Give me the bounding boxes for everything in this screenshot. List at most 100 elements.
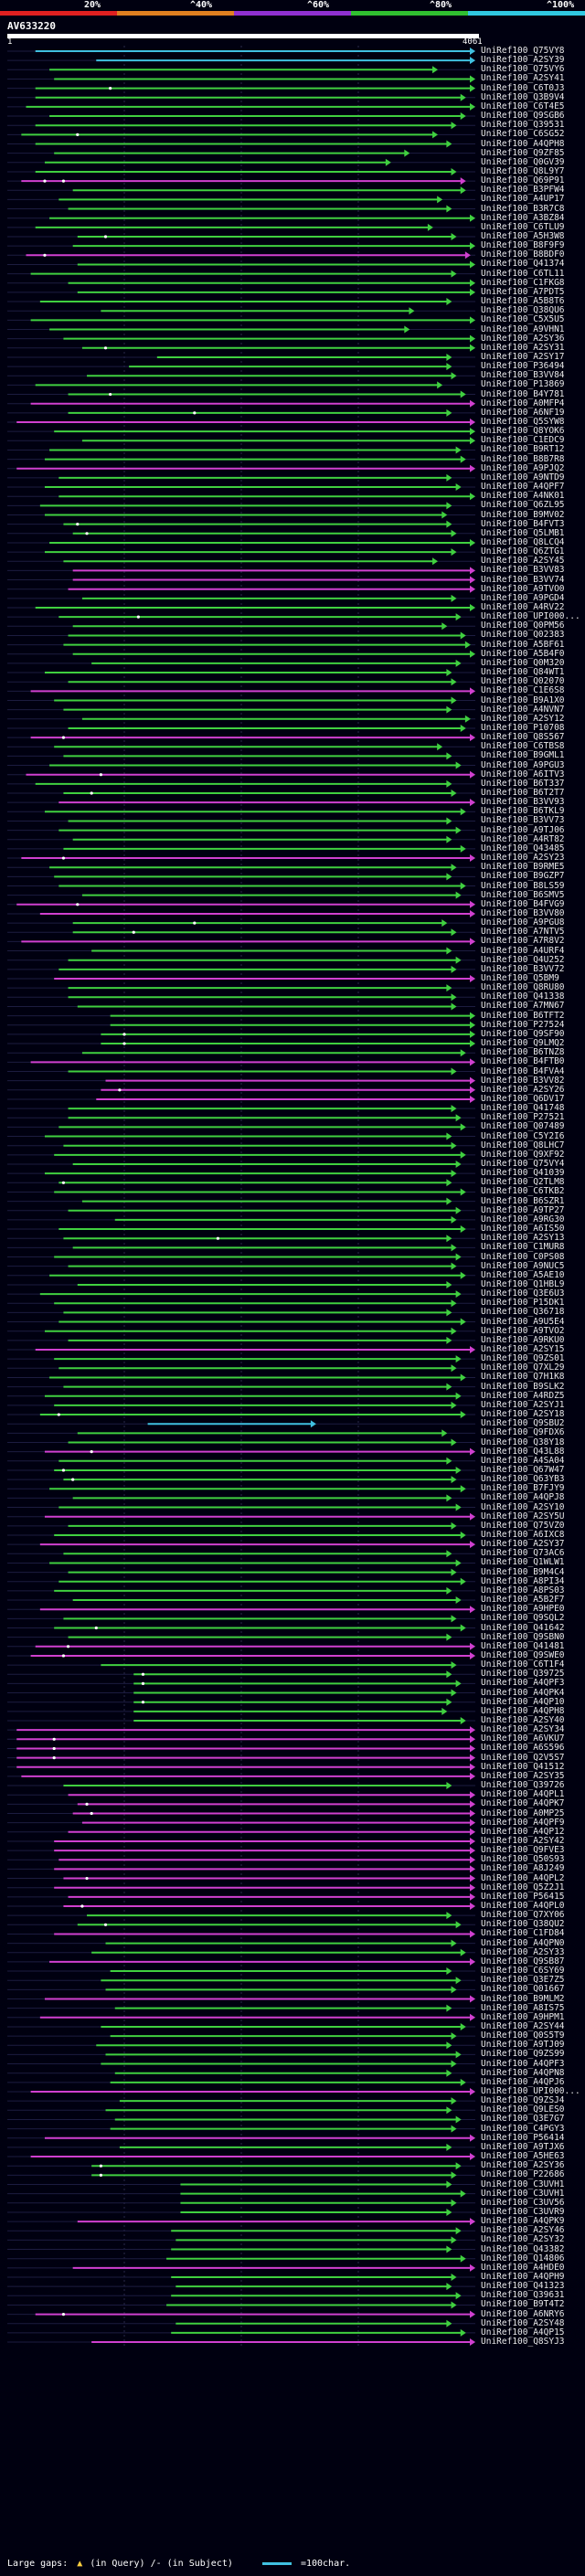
hit-label[interactable]: UniRef100_Q73AC6	[481, 1548, 565, 1559]
hit-label[interactable]: UniRef100_B9M4C4	[481, 1566, 565, 1577]
hit-label[interactable]: UniRef100_A4SA04	[481, 1455, 565, 1466]
hit-label[interactable]: UniRef100_Q41338	[481, 991, 565, 1002]
hit-label[interactable]: UniRef100_C0PS08	[481, 1251, 565, 1262]
hit-label[interactable]: UniRef100_B3VV74	[481, 574, 565, 585]
hit-label[interactable]: UniRef100_B3VV72	[481, 963, 565, 974]
hit-label[interactable]: UniRef100_Q5LMB1	[481, 527, 565, 538]
hit-label[interactable]: UniRef100_C6TBS8	[481, 741, 565, 752]
hit-label[interactable]: UniRef100_A6NRY6	[481, 2308, 565, 2319]
hit-label[interactable]: UniRef100_A2SY13	[481, 1233, 565, 1244]
hit-label[interactable]: UniRef100_Q9ZF85	[481, 147, 565, 158]
hit-label[interactable]: UniRef100_C4PGY3	[481, 2123, 565, 2134]
hit-label[interactable]: UniRef100_Q75VY6	[481, 64, 565, 75]
hit-label[interactable]: UniRef100_Q9FDX6	[481, 1427, 565, 1438]
hit-label[interactable]: UniRef100_Q9ZS01	[481, 1353, 565, 1364]
hit-label[interactable]: UniRef100_A9RG30	[481, 1214, 565, 1224]
hit-label[interactable]: UniRef100_A2SY26	[481, 1084, 565, 1095]
hit-label[interactable]: UniRef100_A4RV22	[481, 602, 565, 612]
hit-label[interactable]: UniRef100_Q38QU6	[481, 305, 565, 316]
hit-label[interactable]: UniRef100_B9GZP7	[481, 871, 565, 882]
hit-label[interactable]: UniRef100_A5B4F0	[481, 648, 565, 659]
hit-label[interactable]: UniRef100_Q3E7G7	[481, 2114, 565, 2125]
hit-label[interactable]: UniRef100_A2SY36	[481, 2160, 565, 2171]
hit-label[interactable]: UniRef100_B9T4T2	[481, 2299, 565, 2310]
hit-label[interactable]: UniRef100_B6T2T7	[481, 788, 565, 798]
hit-label[interactable]: UniRef100_Q39725	[481, 1669, 565, 1680]
hit-label[interactable]: UniRef100_Q8SYJ3	[481, 2337, 565, 2348]
hit-label[interactable]: UniRef100_B3VV93	[481, 797, 565, 808]
hit-label[interactable]: UniRef100_B6TFT2	[481, 1010, 565, 1021]
hit-label[interactable]: UniRef100_Q38Y18	[481, 1436, 565, 1447]
hit-label[interactable]: UniRef100_C6T1F4	[481, 1659, 565, 1670]
hit-label[interactable]: UniRef100_Q6DV17	[481, 1093, 565, 1104]
hit-label[interactable]: UniRef100_Q9FVE3	[481, 1845, 565, 1856]
hit-label[interactable]: UniRef100_Q8RU80	[481, 982, 565, 993]
hit-label[interactable]: UniRef100_P22686	[481, 2169, 565, 2180]
hit-label[interactable]: UniRef100_A6IXC8	[481, 1530, 565, 1540]
hit-label[interactable]: UniRef100_Q43382	[481, 2243, 565, 2254]
hit-label[interactable]: UniRef100_Q41512	[481, 1761, 565, 1772]
hit-label[interactable]: UniRef100_C6T0J3	[481, 82, 565, 93]
hit-label[interactable]: UniRef100_Q84WT1	[481, 667, 565, 678]
hit-label[interactable]: UniRef100_Q4U252	[481, 954, 565, 965]
hit-label[interactable]: UniRef100_A9RKU0	[481, 1334, 565, 1345]
hit-label[interactable]: UniRef100_A2SY17	[481, 351, 565, 362]
hit-label[interactable]: UniRef100_B8F9F9	[481, 240, 565, 251]
hit-label[interactable]: UniRef100_A4QP10	[481, 1696, 565, 1707]
hit-label[interactable]: UniRef100_Q43L88	[481, 1446, 565, 1457]
hit-label[interactable]: UniRef100_Q41481	[481, 1640, 565, 1651]
hit-label[interactable]: UniRef100_B6TKL9	[481, 806, 565, 817]
hit-label[interactable]: UniRef100_A9TJX6	[481, 2141, 565, 2152]
hit-label[interactable]: UniRef100_Q6ZL95	[481, 500, 565, 511]
hit-label[interactable]: UniRef100_Q41374	[481, 259, 565, 270]
hit-label[interactable]: UniRef100_B9MLM2	[481, 1993, 565, 2004]
hit-label[interactable]: UniRef100_A4QPF3	[481, 2058, 565, 2069]
hit-label[interactable]: UniRef100_A4QPN8	[481, 2067, 565, 2078]
hit-label[interactable]: UniRef100_P15DK1	[481, 1298, 565, 1309]
hit-label[interactable]: UniRef100_Q1HBL9	[481, 1278, 565, 1289]
hit-label[interactable]: UniRef100_Q07489	[481, 1121, 565, 1132]
hit-label[interactable]: UniRef100_B9MV02	[481, 509, 565, 520]
hit-label[interactable]: UniRef100_Q67W47	[481, 1464, 565, 1475]
hit-label[interactable]: UniRef100_A9VHN1	[481, 323, 565, 334]
hit-label[interactable]: UniRef100_A9TJ09	[481, 2040, 565, 2051]
hit-label[interactable]: UniRef100_Q8S567	[481, 732, 565, 743]
hit-label[interactable]: UniRef100_Q43485	[481, 843, 565, 853]
hit-label[interactable]: UniRef100_A4URF4	[481, 945, 565, 956]
hit-label[interactable]: UniRef100_A4QPH8	[481, 1705, 565, 1716]
hit-label[interactable]: UniRef100_Q02070	[481, 676, 565, 687]
hit-label[interactable]: UniRef100_Q9SBU2	[481, 1418, 565, 1429]
hit-label[interactable]: UniRef100_Q9LES0	[481, 2104, 565, 2115]
hit-label[interactable]: UniRef100_Q01667	[481, 1984, 565, 1995]
hit-label[interactable]: UniRef100_Q5BM9	[481, 973, 559, 983]
hit-label[interactable]: UniRef100_Q9ZSJ4	[481, 2095, 565, 2106]
hit-label[interactable]: UniRef100_A2SY33	[481, 1946, 565, 1957]
hit-label[interactable]: UniRef100_C6T4E5	[481, 101, 565, 111]
hit-label[interactable]: UniRef100_Q75VY4	[481, 1159, 565, 1169]
hit-label[interactable]: UniRef100_B9GML1	[481, 750, 565, 761]
hit-label[interactable]: UniRef100_Q5Z2J1	[481, 1882, 565, 1892]
hit-label[interactable]: UniRef100_Q02383	[481, 630, 565, 641]
hit-label[interactable]: UniRef100_A2SY42	[481, 1835, 565, 1846]
hit-label[interactable]: UniRef100_B6TNZ8	[481, 1047, 565, 1058]
hit-label[interactable]: UniRef100_A4QPL1	[481, 1789, 565, 1800]
hit-label[interactable]: UniRef100_B3VV82	[481, 1075, 565, 1086]
hit-label[interactable]: UniRef100_A4UP17	[481, 194, 565, 205]
hit-label[interactable]: UniRef100_A2SY44	[481, 2020, 565, 2031]
hit-label[interactable]: UniRef100_A2SY10	[481, 1501, 565, 1512]
hit-label[interactable]: UniRef100_A7R8V2	[481, 936, 565, 947]
hit-label[interactable]: UniRef100_B7FJY9	[481, 1483, 565, 1494]
hit-label[interactable]: UniRef100_Q0GV39	[481, 156, 565, 167]
hit-label[interactable]: UniRef100_A9PGD4	[481, 592, 565, 603]
hit-label[interactable]: UniRef100_Q9LMQ2	[481, 1038, 565, 1049]
hit-label[interactable]: UniRef100_B4FTB0	[481, 1056, 565, 1067]
hit-label[interactable]: UniRef100_A5H3W8	[481, 231, 565, 241]
hit-label[interactable]: UniRef100_A9PJQ2	[481, 462, 565, 473]
hit-label[interactable]: UniRef100_C6TKB2	[481, 1186, 565, 1197]
hit-label[interactable]: UniRef100_B6SMV5	[481, 889, 565, 900]
hit-label[interactable]: UniRef100_B6T337	[481, 778, 565, 789]
hit-label[interactable]: UniRef100_P36494	[481, 361, 565, 372]
hit-label[interactable]: UniRef100_A2SY32	[481, 2234, 565, 2245]
hit-label[interactable]: UniRef100_A2SY45	[481, 556, 565, 567]
hit-label[interactable]: UniRef100_Q3B9V4	[481, 91, 565, 102]
